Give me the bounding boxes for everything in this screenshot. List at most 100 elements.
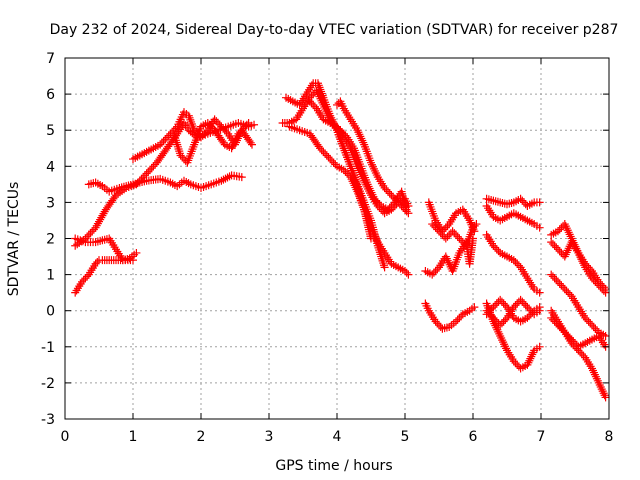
data-point	[78, 277, 86, 286]
data-point-trail	[382, 185, 391, 194]
data-point-trail	[364, 182, 373, 191]
data-point	[326, 111, 335, 120]
data-point	[489, 241, 498, 250]
data-point	[112, 191, 120, 200]
data-point-trail	[93, 219, 102, 228]
data-point	[217, 176, 226, 185]
data-point-trail	[354, 128, 363, 137]
data-point	[588, 321, 596, 330]
data-point	[554, 277, 562, 286]
x-axis-label: GPS time / hours	[275, 458, 392, 474]
data-point-trail	[365, 184, 374, 193]
data-point-trail	[453, 232, 462, 241]
y-tick-label: 7	[46, 51, 55, 67]
data-point-trail	[511, 257, 520, 266]
data-point	[581, 313, 590, 322]
series-s19	[482, 230, 544, 297]
data-point-trail	[321, 149, 330, 158]
data-point-trail	[231, 135, 240, 144]
data-point-trail	[443, 256, 452, 265]
data-point-trail	[499, 338, 508, 347]
data-point	[489, 303, 498, 312]
data-point-trail	[230, 138, 239, 147]
data-point-trail	[487, 304, 496, 313]
series-s22	[482, 295, 544, 330]
data-point-trail	[369, 229, 378, 238]
data-point	[244, 118, 253, 127]
data-point-trail	[584, 317, 593, 326]
data-point-trail	[433, 225, 442, 234]
data-point-trail	[97, 213, 106, 222]
data-point-trail	[438, 230, 447, 239]
data-point-trail	[402, 268, 411, 277]
data-point	[535, 198, 544, 207]
data-point-trail	[440, 225, 449, 234]
data-point-trail	[352, 185, 361, 194]
data-point-trail	[497, 297, 506, 306]
data-point	[326, 155, 335, 164]
data-point-trail	[187, 117, 196, 126]
data-point	[428, 270, 437, 279]
data-point-trail	[86, 229, 95, 238]
data-point-trail	[599, 389, 608, 398]
data-point-trail	[351, 183, 360, 192]
data-point	[431, 317, 440, 326]
data-point	[496, 321, 505, 330]
data-point-trail	[597, 385, 606, 394]
data-point	[554, 227, 562, 236]
data-point	[588, 364, 596, 373]
data-point-trail	[452, 230, 460, 239]
data-point-trail	[341, 167, 350, 176]
data-point	[248, 140, 256, 149]
data-point	[404, 270, 413, 279]
y-tick-label: 3	[46, 195, 55, 211]
data-point-trail	[371, 233, 380, 242]
data-point-trail	[495, 329, 504, 338]
y-axis-label: SDTVAR / TECUs	[6, 182, 22, 297]
data-point-trail	[595, 380, 604, 389]
data-point-trail	[171, 124, 180, 133]
data-point	[91, 259, 100, 268]
data-point-trail	[433, 319, 442, 328]
data-point-trail	[593, 376, 602, 385]
data-point	[142, 169, 151, 178]
data-point-trail	[564, 228, 573, 237]
data-point-trail	[580, 261, 589, 270]
data-point	[509, 256, 518, 265]
data-point	[441, 234, 450, 243]
data-point-trail	[511, 301, 520, 310]
data-point	[574, 248, 583, 257]
data-point-trail	[324, 153, 333, 162]
data-point-trail	[596, 383, 605, 392]
data-point-trail	[157, 138, 166, 147]
data-point-trail	[548, 272, 557, 281]
data-point-trail	[521, 200, 530, 209]
data-point	[489, 313, 498, 322]
data-point	[217, 122, 226, 131]
series-s16	[428, 220, 481, 250]
data-point	[184, 111, 193, 120]
data-point-trail	[373, 198, 382, 207]
data-point-trail	[445, 230, 454, 239]
data-point	[313, 79, 322, 88]
data-point-trail	[524, 358, 533, 367]
data-point-trail	[487, 312, 496, 321]
data-point-trail	[548, 239, 557, 248]
data-point	[353, 126, 362, 135]
data-point	[190, 126, 199, 135]
data-point-trail	[493, 325, 502, 334]
data-point-trail	[559, 326, 568, 335]
data-point-trail	[307, 99, 316, 108]
data-point-trail	[431, 266, 440, 275]
x-tick-label: 7	[537, 429, 546, 445]
data-point	[250, 120, 259, 129]
data-point-trail	[484, 308, 493, 317]
data-point-trail	[188, 122, 197, 131]
data-point-trail	[436, 229, 445, 238]
data-point-trail	[521, 301, 530, 310]
data-point-trail	[309, 100, 318, 109]
data-point-trail	[221, 174, 230, 183]
data-point	[516, 295, 525, 304]
data-point-trail	[566, 232, 575, 241]
data-point	[496, 331, 505, 340]
